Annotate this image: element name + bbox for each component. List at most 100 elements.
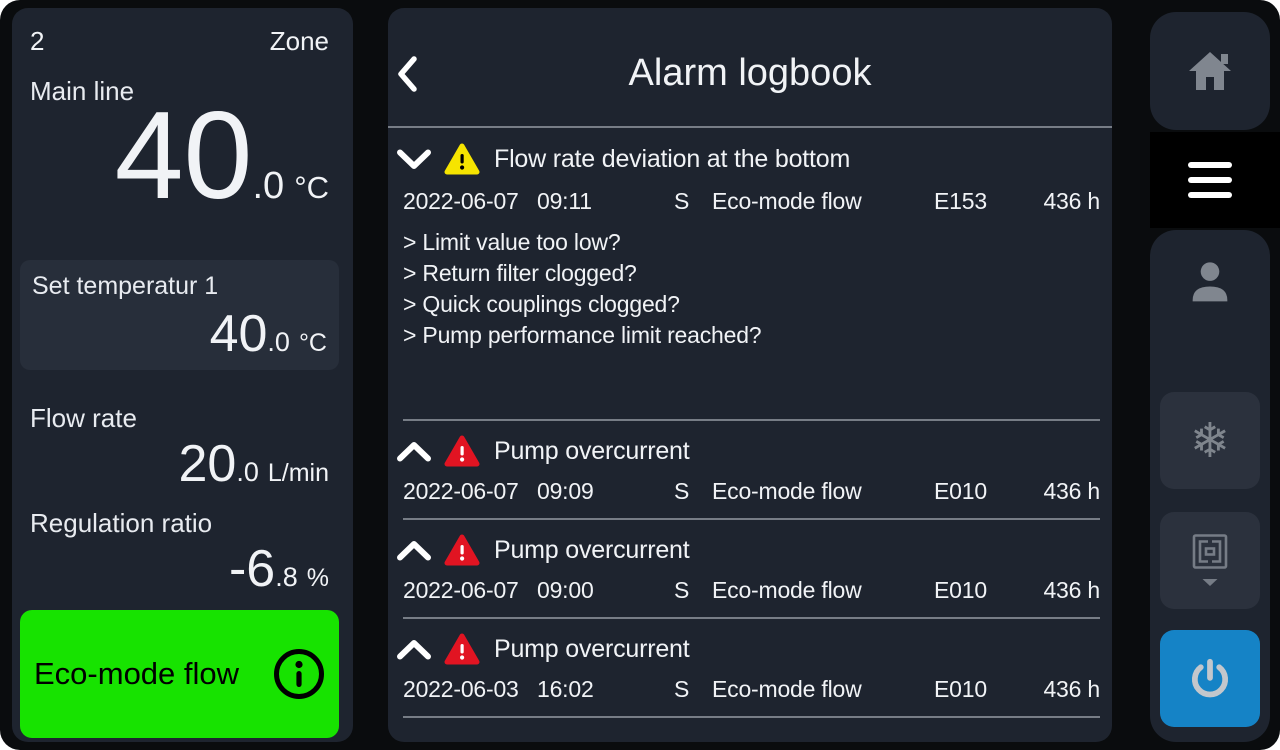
sidebar-item-power[interactable] bbox=[1160, 630, 1260, 727]
alarm-entry: Pump overcurrent 2022-06-07 09:09 S Eco-… bbox=[397, 421, 1100, 518]
alarm-code: E010 bbox=[934, 577, 987, 603]
set-temperature-value-dec: .0 bbox=[267, 327, 290, 357]
chevron-up-icon bbox=[397, 639, 431, 660]
regulation-ratio-value-dec: .8 bbox=[275, 562, 298, 592]
regulation-ratio-unit: % bbox=[306, 564, 329, 592]
alarm-title: Pump overcurrent bbox=[494, 634, 690, 663]
alarm-ack-flag: S bbox=[674, 676, 690, 702]
zone-number: 2 bbox=[30, 26, 45, 56]
alarm-logbook-header: Alarm logbook bbox=[388, 8, 1112, 126]
mold-icon bbox=[1189, 532, 1231, 590]
alarm-runtime-hours: 436 h bbox=[1043, 577, 1100, 603]
alarm-source: Eco-mode flow bbox=[712, 478, 862, 504]
alarm-source: Eco-mode flow bbox=[712, 676, 862, 702]
alarm-logbook-panel: Alarm logbook bbox=[388, 8, 1112, 742]
alarm-detail-line: > Quick couplings clogged? bbox=[403, 291, 680, 317]
warning-icon bbox=[444, 143, 480, 175]
alarm-entry: Pump overcurrent 2022-06-03 16:02 S Eco-… bbox=[397, 619, 1100, 716]
zone-panel: 2 Zone Main line 40 .0 °C Set temperatur… bbox=[12, 8, 353, 742]
flow-rate-value: 20 .0 L/min bbox=[178, 438, 329, 490]
alarm-title: Pump overcurrent bbox=[494, 535, 690, 564]
alarm-title: Flow rate deviation at the bottom bbox=[494, 144, 851, 173]
snowflake-icon: ❄ bbox=[1189, 412, 1231, 469]
alarm-title: Pump overcurrent bbox=[494, 436, 690, 465]
main-line-value: 40 .0 °C bbox=[115, 94, 329, 218]
alarm-detail-line: > Limit value too low? bbox=[403, 229, 621, 255]
sidebar-item-home[interactable] bbox=[1150, 12, 1270, 130]
alarm-runtime-hours: 436 h bbox=[1043, 478, 1100, 504]
alarm-entry-datarow: 2022-06-03 16:02 S Eco-mode flow E010 43… bbox=[403, 676, 1100, 703]
spacer bbox=[403, 351, 1100, 419]
alarm-icon bbox=[444, 633, 480, 665]
alarm-date: 2022-06-07 bbox=[403, 188, 519, 214]
entry-divider bbox=[403, 617, 1100, 619]
alarm-detail-line: > Return filter clogged? bbox=[403, 260, 637, 286]
alarm-code: E010 bbox=[934, 676, 987, 702]
chevron-up-icon bbox=[397, 441, 431, 462]
user-icon bbox=[1185, 258, 1235, 310]
sidebar-item-menu-active[interactable] bbox=[1150, 132, 1280, 228]
set-temperature-value: 40 .0 °C bbox=[210, 308, 327, 360]
set-temperature-value-int: 40 bbox=[209, 305, 268, 363]
main-line-value-int: 40 bbox=[114, 87, 253, 225]
alarm-code: E010 bbox=[934, 478, 987, 504]
alarm-time: 16:02 bbox=[537, 676, 594, 702]
menu-icon bbox=[1188, 162, 1242, 198]
main-line-value-dec: .0 bbox=[252, 165, 285, 207]
set-temperature-label: Set temperatur 1 bbox=[32, 272, 219, 300]
sidebar-nav-panel: ❄ bbox=[1150, 230, 1270, 742]
entry-divider bbox=[403, 518, 1100, 520]
regulation-ratio-value-int: -6 bbox=[228, 540, 276, 598]
chevron-left-icon bbox=[396, 56, 418, 92]
eco-mode-flow-label: Eco-mode flow bbox=[34, 656, 240, 691]
alarm-ack-flag: S bbox=[674, 188, 690, 214]
header-divider bbox=[388, 126, 1112, 128]
alarm-entry-list: Flow rate deviation at the bottom 2022-0… bbox=[388, 142, 1112, 718]
chevron-down-icon bbox=[397, 149, 431, 170]
alarm-ack-flag: S bbox=[674, 478, 690, 504]
power-icon bbox=[1187, 656, 1233, 702]
set-temperature-card[interactable]: Set temperatur 1 40 .0 °C bbox=[20, 260, 339, 370]
main-line-unit: °C bbox=[294, 170, 329, 205]
chevron-up-icon bbox=[397, 540, 431, 561]
flow-rate-value-int: 20 bbox=[178, 435, 237, 493]
main-line-label: Main line bbox=[30, 76, 135, 106]
alarm-source: Eco-mode flow bbox=[712, 188, 862, 214]
sidebar-item-user[interactable] bbox=[1185, 256, 1235, 312]
alarm-source: Eco-mode flow bbox=[712, 577, 862, 603]
entry-divider bbox=[403, 716, 1100, 718]
alarm-runtime-hours: 436 h bbox=[1043, 188, 1100, 214]
eco-mode-flow-button[interactable]: Eco-mode flow bbox=[20, 610, 339, 738]
alarm-time: 09:09 bbox=[537, 478, 594, 504]
alarm-entry-header[interactable]: Flow rate deviation at the bottom bbox=[397, 142, 1100, 176]
sidebar-item-cooling[interactable]: ❄ bbox=[1160, 392, 1260, 489]
sidebar-item-mold[interactable] bbox=[1160, 512, 1260, 609]
alarm-entry-header[interactable]: Pump overcurrent bbox=[397, 434, 1100, 468]
alarm-runtime-hours: 436 h bbox=[1043, 676, 1100, 702]
info-icon bbox=[273, 648, 325, 700]
alarm-icon bbox=[444, 534, 480, 566]
back-button[interactable] bbox=[396, 52, 440, 96]
alarm-date: 2022-06-07 bbox=[403, 577, 519, 603]
alarm-time: 09:00 bbox=[537, 577, 594, 603]
alarm-icon bbox=[444, 435, 480, 467]
home-icon bbox=[1186, 49, 1234, 93]
zone-header: 2 Zone bbox=[30, 26, 329, 57]
alarm-entry: Flow rate deviation at the bottom 2022-0… bbox=[397, 142, 1100, 419]
alarm-time: 09:11 bbox=[537, 188, 592, 214]
flow-rate-label: Flow rate bbox=[30, 403, 137, 433]
alarm-entry: Pump overcurrent 2022-06-07 09:00 S Eco-… bbox=[397, 520, 1100, 617]
alarm-entry-datarow: 2022-06-07 09:00 S Eco-mode flow E010 43… bbox=[403, 577, 1100, 604]
entry-divider bbox=[403, 419, 1100, 421]
alarm-ack-flag: S bbox=[674, 577, 690, 603]
alarm-entry-datarow: 2022-06-07 09:11 S Eco-mode flow E153 43… bbox=[403, 188, 1100, 215]
set-temperature-unit: °C bbox=[298, 329, 327, 357]
zone-label: Zone bbox=[269, 26, 329, 56]
regulation-ratio-value: -6 .8 % bbox=[229, 543, 329, 595]
alarm-date: 2022-06-07 bbox=[403, 478, 519, 504]
regulation-ratio-label: Regulation ratio bbox=[30, 508, 213, 538]
alarm-detail-line: > Pump performance limit reached? bbox=[403, 322, 762, 348]
alarm-entry-header[interactable]: Pump overcurrent bbox=[397, 533, 1100, 567]
flow-rate-unit: L/min bbox=[267, 459, 329, 487]
alarm-entry-header[interactable]: Pump overcurrent bbox=[397, 632, 1100, 666]
